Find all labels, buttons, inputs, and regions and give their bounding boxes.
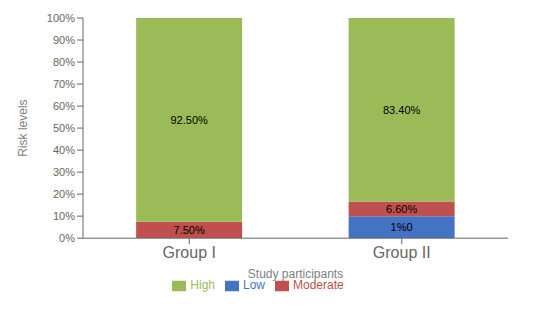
svg-text:50%: 50%: [53, 122, 75, 134]
svg-text:Risk levels: Risk levels: [16, 99, 30, 156]
svg-text:92.50%: 92.50%: [170, 114, 208, 126]
svg-text:100%: 100%: [47, 12, 75, 24]
svg-text:30%: 30%: [53, 166, 75, 178]
svg-text:7.50%: 7.50%: [174, 224, 205, 236]
svg-text:1%0: 1%0: [391, 221, 413, 233]
svg-text:80%: 80%: [53, 56, 75, 68]
svg-text:70%: 70%: [53, 78, 75, 90]
svg-text:20%: 20%: [53, 188, 75, 200]
svg-text:90%: 90%: [53, 34, 75, 46]
html-text:Low: Low: [243, 278, 265, 293]
svg-text:Group I: Group I: [163, 244, 216, 261]
html-text:Moderate: Moderate: [293, 278, 344, 293]
svg-text:60%: 60%: [53, 100, 75, 112]
svg-text:6.60%: 6.60%: [386, 203, 417, 215]
html-text:High: High: [190, 278, 215, 293]
svg-text:10%: 10%: [53, 210, 75, 222]
svg-text:83.40%: 83.40%: [383, 104, 421, 116]
svg-text:Group II: Group II: [373, 244, 431, 261]
svg-text:Study participants: Study participants: [248, 267, 343, 281]
svg-text:0%: 0%: [59, 232, 75, 244]
svg-text:40%: 40%: [53, 144, 75, 156]
